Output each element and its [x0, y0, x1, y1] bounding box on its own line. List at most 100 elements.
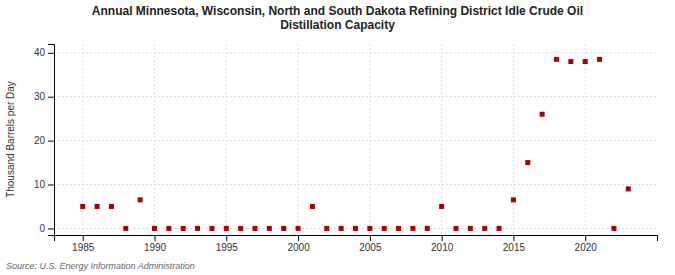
axis-line — [48, 45, 55, 236]
tick-mark — [298, 235, 299, 241]
point — [482, 226, 487, 231]
point — [439, 204, 444, 209]
tick-label: 40 — [34, 47, 46, 58]
y-tick: 0 — [39, 223, 54, 234]
tick-label: 1985 — [72, 242, 95, 253]
grid-line-y — [54, 52, 657, 53]
chart-container: 1985 1990 1995 2000 2005 2010 2015 2020 0 10 20 30 4… — [0, 0, 675, 275]
tick-mark — [83, 235, 84, 241]
x-tick: 2020 — [575, 235, 598, 253]
grid-line-x — [513, 44, 514, 235]
tick-label: 2005 — [359, 242, 382, 253]
chart-svg: 1985 1990 1995 2000 2005 2010 2015 2020 0 10 20 30 4… — [0, 0, 675, 275]
annotation: Source: U.S. Energy Information Administ… — [6, 261, 195, 271]
tick-mark — [48, 141, 54, 142]
tick-label: 2020 — [575, 242, 598, 253]
x-tick: 2000 — [287, 235, 310, 253]
tick-label: 20 — [34, 135, 46, 146]
tick-mark — [48, 228, 54, 229]
point — [339, 226, 344, 231]
axis-line — [55, 236, 658, 242]
point — [396, 226, 401, 231]
tick-label: 2000 — [287, 242, 310, 253]
point — [253, 226, 258, 231]
point — [267, 226, 272, 231]
tick-mark — [48, 185, 54, 186]
point — [310, 204, 315, 209]
point — [123, 226, 128, 231]
x-tick: 1990 — [144, 235, 167, 253]
title: Annual Minnesota, Wisconsin, North and S… — [92, 4, 583, 32]
grid-line-x — [154, 44, 155, 235]
tick-label: 2015 — [503, 242, 526, 253]
point — [382, 226, 387, 231]
tick-label: 30 — [34, 91, 46, 102]
tick-mark — [48, 53, 54, 54]
point — [583, 59, 588, 64]
point — [138, 197, 143, 202]
point — [454, 226, 459, 231]
tick-label: 1990 — [144, 242, 167, 253]
y-tick: 20 — [34, 135, 54, 146]
point — [181, 226, 186, 231]
point — [611, 226, 616, 231]
point — [626, 186, 631, 191]
point — [195, 226, 200, 231]
x-tick: 2010 — [431, 235, 454, 253]
point — [511, 197, 516, 202]
point — [540, 112, 545, 117]
point — [525, 160, 530, 165]
grid-line-x — [226, 44, 227, 235]
grid-line-y — [54, 96, 657, 97]
point — [324, 226, 329, 231]
tick-mark — [513, 235, 514, 241]
point — [296, 226, 301, 231]
point — [425, 226, 430, 231]
x-tick: 1985 — [72, 235, 95, 253]
point — [353, 226, 358, 231]
point — [554, 57, 559, 62]
y-axis: 0 10 20 30 40 — [34, 45, 55, 236]
tick-label: 1995 — [216, 242, 239, 253]
point — [109, 204, 114, 209]
y-tick: 30 — [34, 91, 54, 102]
x-tick: 1995 — [216, 235, 239, 253]
x-tick: 2015 — [503, 235, 526, 253]
plot-area: 1985 1990 1995 2000 2005 2010 2015 2020 0 10 20 30 4… — [34, 44, 658, 253]
point — [281, 226, 286, 231]
tick-label: 10 — [34, 179, 46, 190]
point — [367, 226, 372, 231]
grid-line-y — [54, 140, 657, 141]
title-line: Distillation Capacity — [280, 18, 395, 32]
tick-mark — [370, 235, 371, 241]
x-tick: 2005 — [359, 235, 382, 253]
y-tick: 10 — [34, 179, 54, 190]
tick-label: 2010 — [431, 242, 454, 253]
tick-mark — [585, 235, 586, 241]
point — [166, 226, 171, 231]
grid-line-y — [54, 184, 657, 185]
y-axis-label: Thousand Barrels per Day — [5, 81, 16, 198]
point — [497, 226, 502, 231]
point — [209, 226, 214, 231]
point — [238, 226, 243, 231]
y-tick: 40 — [34, 47, 54, 58]
point — [80, 204, 85, 209]
point — [95, 204, 100, 209]
title-line: Annual Minnesota, Wisconsin, North and S… — [92, 4, 583, 18]
tick-label: 0 — [39, 223, 45, 234]
point — [152, 226, 157, 231]
tick-mark — [226, 235, 227, 241]
point — [597, 57, 602, 62]
grid — [54, 44, 657, 235]
tick-mark — [155, 235, 156, 241]
point — [224, 226, 229, 231]
grid-line-x — [369, 44, 370, 235]
x-axis: 1985 1990 1995 2000 2005 2010 2015 2020 — [55, 235, 658, 253]
point — [568, 59, 573, 64]
grid-line-x — [298, 44, 299, 235]
tick-mark — [442, 235, 443, 241]
tick-mark — [48, 97, 54, 98]
point — [410, 226, 415, 231]
point — [468, 226, 473, 231]
